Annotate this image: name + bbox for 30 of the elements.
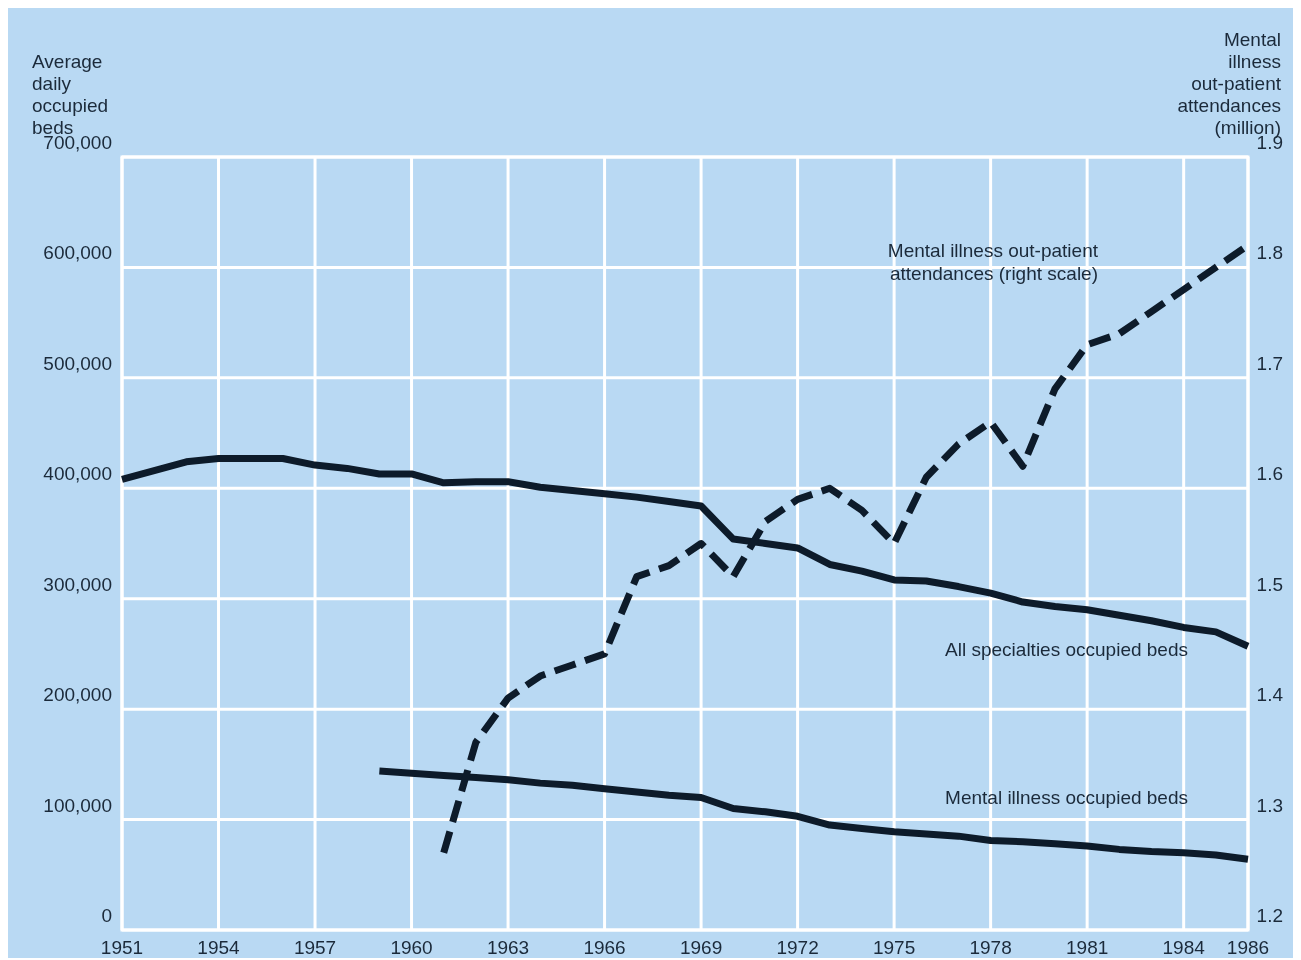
- series-label: All specialties occupied beds: [945, 639, 1188, 661]
- series-label: Mental illness occupied beds: [945, 787, 1188, 809]
- y2-tick-label: 1.5: [1256, 573, 1283, 595]
- x-tick-label: 1954: [197, 937, 241, 958]
- y2-tick-label: 1.6: [1256, 463, 1283, 485]
- y-tick-label: 300,000: [43, 573, 112, 595]
- y2-tick-label: 1.8: [1256, 242, 1283, 264]
- x-tick-label: 1978: [969, 937, 1012, 958]
- x-tick-label: 1969: [679, 937, 723, 958]
- x-tick-label: 1975: [872, 937, 916, 958]
- y-tick-label: 100,000: [43, 794, 112, 816]
- x-tick-label: 1966: [583, 937, 626, 958]
- y-tick-label: 200,000: [43, 684, 112, 706]
- x-tick-label: 1960: [390, 937, 433, 958]
- y-tick-label: 600,000: [43, 242, 112, 264]
- x-tick-label: 1963: [486, 937, 530, 958]
- x-tick-label: 1986: [1226, 937, 1270, 958]
- x-tick-label: 1951: [100, 937, 144, 958]
- y2-tick-label: 1.4: [1256, 684, 1284, 706]
- y2-tick-label: 1.2: [1256, 905, 1283, 926]
- y-tick-label: 400,000: [43, 463, 112, 485]
- y-tick-label: 500,000: [43, 352, 112, 374]
- y-tick-label: 0: [101, 905, 112, 926]
- text: Mental illness out-patient attendances (right scale): [887, 240, 1099, 284]
- x-tick-label: 1984: [1162, 937, 1206, 958]
- y2-tick-label: 1.3: [1256, 794, 1283, 816]
- x-tick-label: 1957: [293, 937, 337, 958]
- x-tick-label: 1981: [1066, 937, 1109, 958]
- x-tick-label: 1972: [776, 937, 819, 958]
- y2-tick-label: 1.7: [1256, 352, 1283, 374]
